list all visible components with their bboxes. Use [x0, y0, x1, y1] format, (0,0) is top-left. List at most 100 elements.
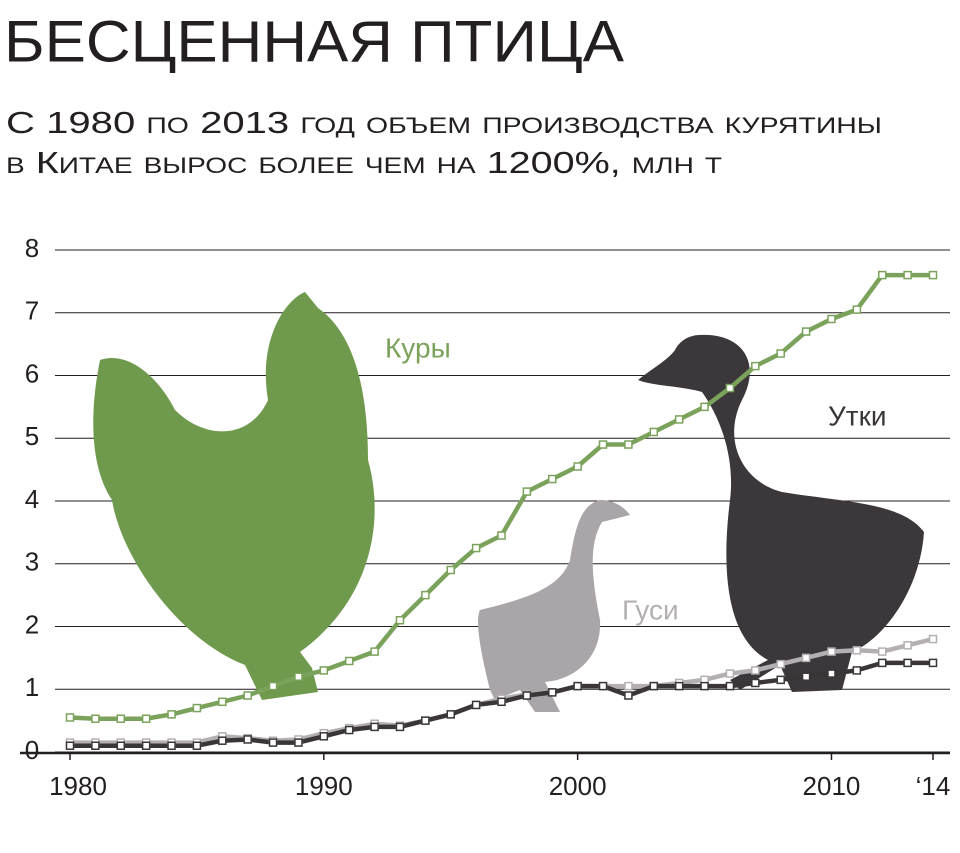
chart-subtitle: С 1980 по 2013 год объем производства ку…: [6, 105, 882, 140]
data-point: [421, 716, 430, 725]
data-point: [167, 741, 176, 750]
data-point: [827, 314, 836, 324]
data-point: [725, 681, 735, 691]
data-point: [395, 615, 405, 625]
data-point: [65, 741, 75, 750]
data-point: [877, 647, 887, 656]
data-point: [268, 681, 278, 691]
series-label: Утки: [828, 400, 887, 431]
data-point: [192, 703, 202, 713]
data-point: [319, 666, 329, 675]
data-point: [852, 646, 862, 655]
data-point: [141, 714, 151, 723]
data-point: [548, 474, 557, 484]
data-point: [116, 741, 126, 750]
illustrations: [93, 292, 924, 712]
data-point: [674, 415, 684, 424]
data-point: [471, 700, 481, 710]
y-tick-label: 1: [25, 672, 39, 702]
data-point: [852, 666, 862, 675]
data-point: [573, 462, 582, 471]
data-point: [573, 681, 582, 691]
x-tick-label: 2000: [549, 771, 607, 801]
series-label: Куры: [385, 332, 451, 363]
data-point: [928, 270, 938, 280]
data-point: [344, 725, 354, 735]
x-tick-label: ‘14: [916, 771, 951, 801]
y-tick-label: 3: [25, 547, 39, 577]
data-point: [827, 647, 836, 656]
data-point: [598, 681, 608, 691]
data-point: [91, 714, 100, 723]
data-point: [344, 656, 354, 666]
data-point: [471, 543, 481, 553]
data-point: [522, 691, 532, 700]
data-point: [218, 697, 227, 707]
data-point: [776, 659, 785, 669]
data-point: [776, 349, 785, 358]
data-point: [624, 691, 633, 700]
data-point: [421, 590, 430, 600]
data-point: [446, 565, 455, 575]
data-point: [218, 736, 227, 745]
data-point: [370, 647, 379, 656]
data-point: [903, 658, 912, 668]
data-point: [801, 672, 811, 681]
goose-silhouette: [478, 500, 630, 712]
data-point: [598, 440, 608, 449]
data-point: [91, 741, 100, 750]
data-point: [497, 697, 506, 707]
data-point: [141, 741, 151, 750]
y-tick-label: 0: [25, 735, 39, 765]
x-tick-label: 2010: [803, 771, 861, 801]
chart-subtitle: в Китае вырос более чем на 1200%, млн т: [6, 145, 722, 180]
x-tick-label: 1990: [295, 771, 353, 801]
y-tick-label: 5: [25, 421, 39, 451]
chart-title: БЕСЦЕННАЯ ПТИЦА: [4, 9, 624, 74]
y-tick-label: 8: [25, 233, 39, 263]
data-point: [928, 634, 938, 644]
data-point: [116, 714, 126, 723]
data-point: [725, 383, 735, 393]
data-point: [624, 681, 633, 691]
data-point: [294, 738, 303, 747]
x-tick-label: 1980: [49, 771, 107, 801]
data-point: [877, 658, 887, 668]
data-point: [395, 722, 405, 732]
data-point: [801, 653, 811, 663]
data-point: [725, 669, 735, 678]
y-tick-label: 6: [25, 358, 39, 388]
data-point: [167, 710, 176, 719]
data-point: [751, 666, 760, 675]
series-label: Гуси: [622, 594, 679, 625]
data-point: [649, 427, 659, 437]
data-point: [243, 691, 252, 700]
chicken-silhouette: [93, 292, 375, 700]
data-point: [243, 735, 252, 744]
data-point: [852, 305, 862, 314]
data-point: [751, 678, 760, 688]
data-point: [674, 681, 684, 691]
data-point: [903, 641, 912, 650]
duck-silhouette: [638, 334, 924, 692]
data-point: [928, 658, 938, 668]
y-tick-label: 4: [25, 484, 39, 514]
y-tick-label: 2: [25, 609, 39, 639]
data-point: [624, 440, 633, 449]
data-point: [319, 732, 329, 741]
data-point: [65, 713, 75, 722]
data-point: [370, 722, 379, 732]
data-point: [751, 361, 760, 371]
data-point: [776, 675, 785, 685]
data-point: [268, 738, 278, 747]
data-point: [649, 681, 659, 691]
data-point: [497, 531, 506, 540]
data-point: [877, 270, 887, 280]
data-point: [801, 327, 811, 336]
series: Куры Гуси Утки: [65, 270, 938, 750]
data-point: [903, 270, 912, 280]
y-tick-label: 7: [25, 296, 39, 326]
data-point: [192, 741, 202, 750]
data-point: [700, 402, 709, 412]
